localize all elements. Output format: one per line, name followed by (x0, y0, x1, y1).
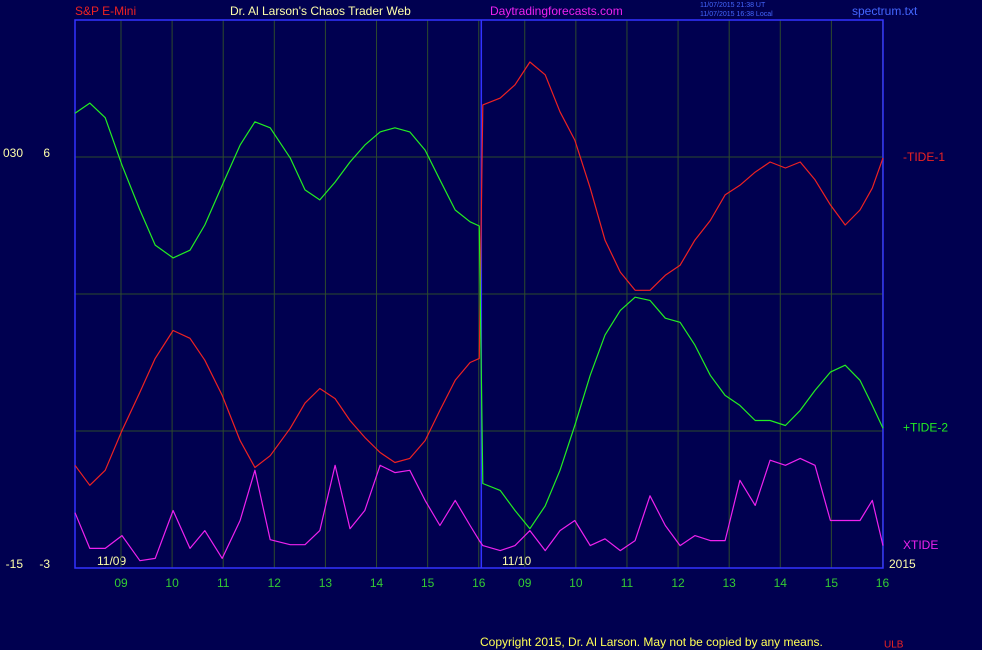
site-title: Dr. Al Larson's Chaos Trader Web (230, 4, 411, 18)
plot-frame (74, 19, 884, 569)
series-line (74, 61, 884, 486)
x-tick-label: 12 (671, 576, 685, 590)
time-local: 11/07/2015 16:38 Local (700, 11, 773, 18)
date-label: 11/10 (502, 554, 531, 568)
date-label: 11/09 (97, 554, 126, 568)
x-tick-label: 10 (569, 576, 583, 590)
x-tick-label: 14 (774, 576, 788, 590)
y-tick-label: 6 (43, 146, 50, 160)
file-name: spectrum.txt (852, 4, 918, 18)
x-tick-label: 16 (876, 576, 890, 590)
y2-tick-label: 030 (3, 146, 23, 160)
x-tick-label: 10 (165, 576, 179, 590)
x-tick-label: 16 (472, 576, 486, 590)
date-label: 2015 (889, 557, 916, 571)
legend-entry: +TIDE-2 (903, 420, 948, 434)
x-tick-label: 09 (114, 576, 128, 590)
x-tick-label: 15 (421, 576, 435, 590)
x-tick-label: 11 (621, 576, 634, 590)
y2-tick-label: -15 (6, 557, 24, 571)
x-tick-label: 09 (518, 576, 532, 590)
x-tick-label: 12 (268, 576, 282, 590)
time-ut: 11/07/2015 21:38 UT (700, 2, 766, 9)
legend-entry: XTIDE (903, 538, 938, 552)
x-tick-label: 11 (217, 576, 230, 590)
series-line (74, 102, 884, 530)
footer: Copyright 2015, Dr. Al Larson. May not b… (480, 635, 823, 649)
symbol: S&P E-Mini (75, 4, 136, 18)
x-tick-label: 14 (370, 576, 384, 590)
x-tick-label: 13 (319, 576, 333, 590)
site-url: Daytradingforecasts.com (490, 4, 623, 18)
x-tick-label: 13 (722, 576, 736, 590)
series-line (74, 457, 884, 562)
x-tick-label: 15 (825, 576, 839, 590)
legend-entry: -TIDE-1 (903, 150, 945, 164)
y-tick-label: -3 (39, 557, 50, 571)
footer-mark: ULB (884, 640, 904, 650)
